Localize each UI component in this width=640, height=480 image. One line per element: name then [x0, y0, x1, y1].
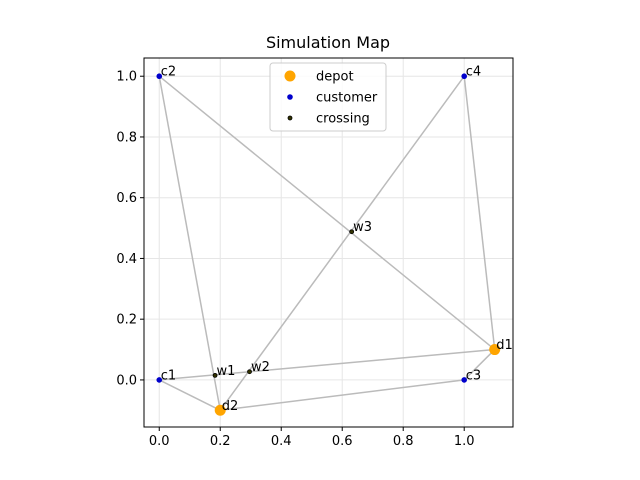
map-points	[156, 73, 501, 416]
legend-label-depot: depot	[316, 70, 354, 85]
x-tick-label: 1.0	[454, 434, 475, 449]
y-tick-label: 0.8	[116, 130, 137, 145]
x-tick-label: 0.4	[271, 434, 292, 449]
plot-frame	[143, 57, 514, 428]
y-tick-label: 0.2	[116, 313, 137, 328]
customer-point	[461, 377, 468, 383]
customer-label: c1	[161, 368, 176, 383]
route-edges	[158, 75, 496, 412]
route-edge	[158, 379, 221, 411]
legend-marker-depot	[284, 70, 296, 82]
depot-point	[214, 404, 226, 416]
route-edge	[463, 76, 496, 350]
depot-label: d2	[222, 399, 239, 414]
crossing-point	[212, 372, 218, 378]
legend-label-customer: customer	[316, 91, 378, 106]
y-tick-label: 1.0	[116, 70, 137, 85]
x-tick-label: 0.2	[210, 434, 231, 449]
legend-marker-crossing	[287, 115, 293, 121]
x-tick-label: 0.6	[332, 434, 353, 449]
crossing-label: w3	[353, 220, 372, 235]
customer-point	[461, 73, 468, 80]
point-labels: d1 d2 c1 c2 c3 c4 w1 w2 w3	[161, 65, 513, 414]
x-tick-label: 0.8	[393, 434, 414, 449]
y-tick-label: 0.4	[116, 252, 137, 267]
chart-title: Simulation Map	[266, 33, 390, 52]
legend-marker-customer	[287, 94, 293, 100]
crossing-point	[247, 369, 252, 375]
customer-point	[156, 73, 163, 80]
legend-label-crossing: crossing	[316, 112, 370, 127]
route-edge	[158, 76, 221, 411]
depot-point	[489, 344, 501, 356]
route-edge	[463, 349, 496, 381]
axis-ticks: 0.0 0.2 0.4 0.6 0.8 1.0 0.0 0.2 0.4 0.6 0.8 1.0	[116, 70, 474, 449]
depot-label: d1	[496, 338, 513, 353]
customer-label: c3	[466, 368, 481, 383]
customer-point	[156, 377, 163, 383]
customer-label: c4	[466, 65, 481, 80]
crossing-point	[349, 229, 355, 235]
customer-label: c2	[161, 65, 176, 80]
crossing-label: w1	[217, 364, 236, 379]
legend: depot customer crossing	[269, 62, 387, 132]
crossing-label: w2	[251, 360, 270, 375]
route-edge	[220, 379, 465, 412]
x-tick-label: 0.0	[149, 434, 170, 449]
route-edge	[158, 75, 496, 351]
route-edge	[219, 75, 465, 411]
y-tick-label: 0.6	[116, 191, 137, 206]
legend-box	[269, 62, 387, 132]
y-tick-label: 0.0	[116, 373, 137, 388]
